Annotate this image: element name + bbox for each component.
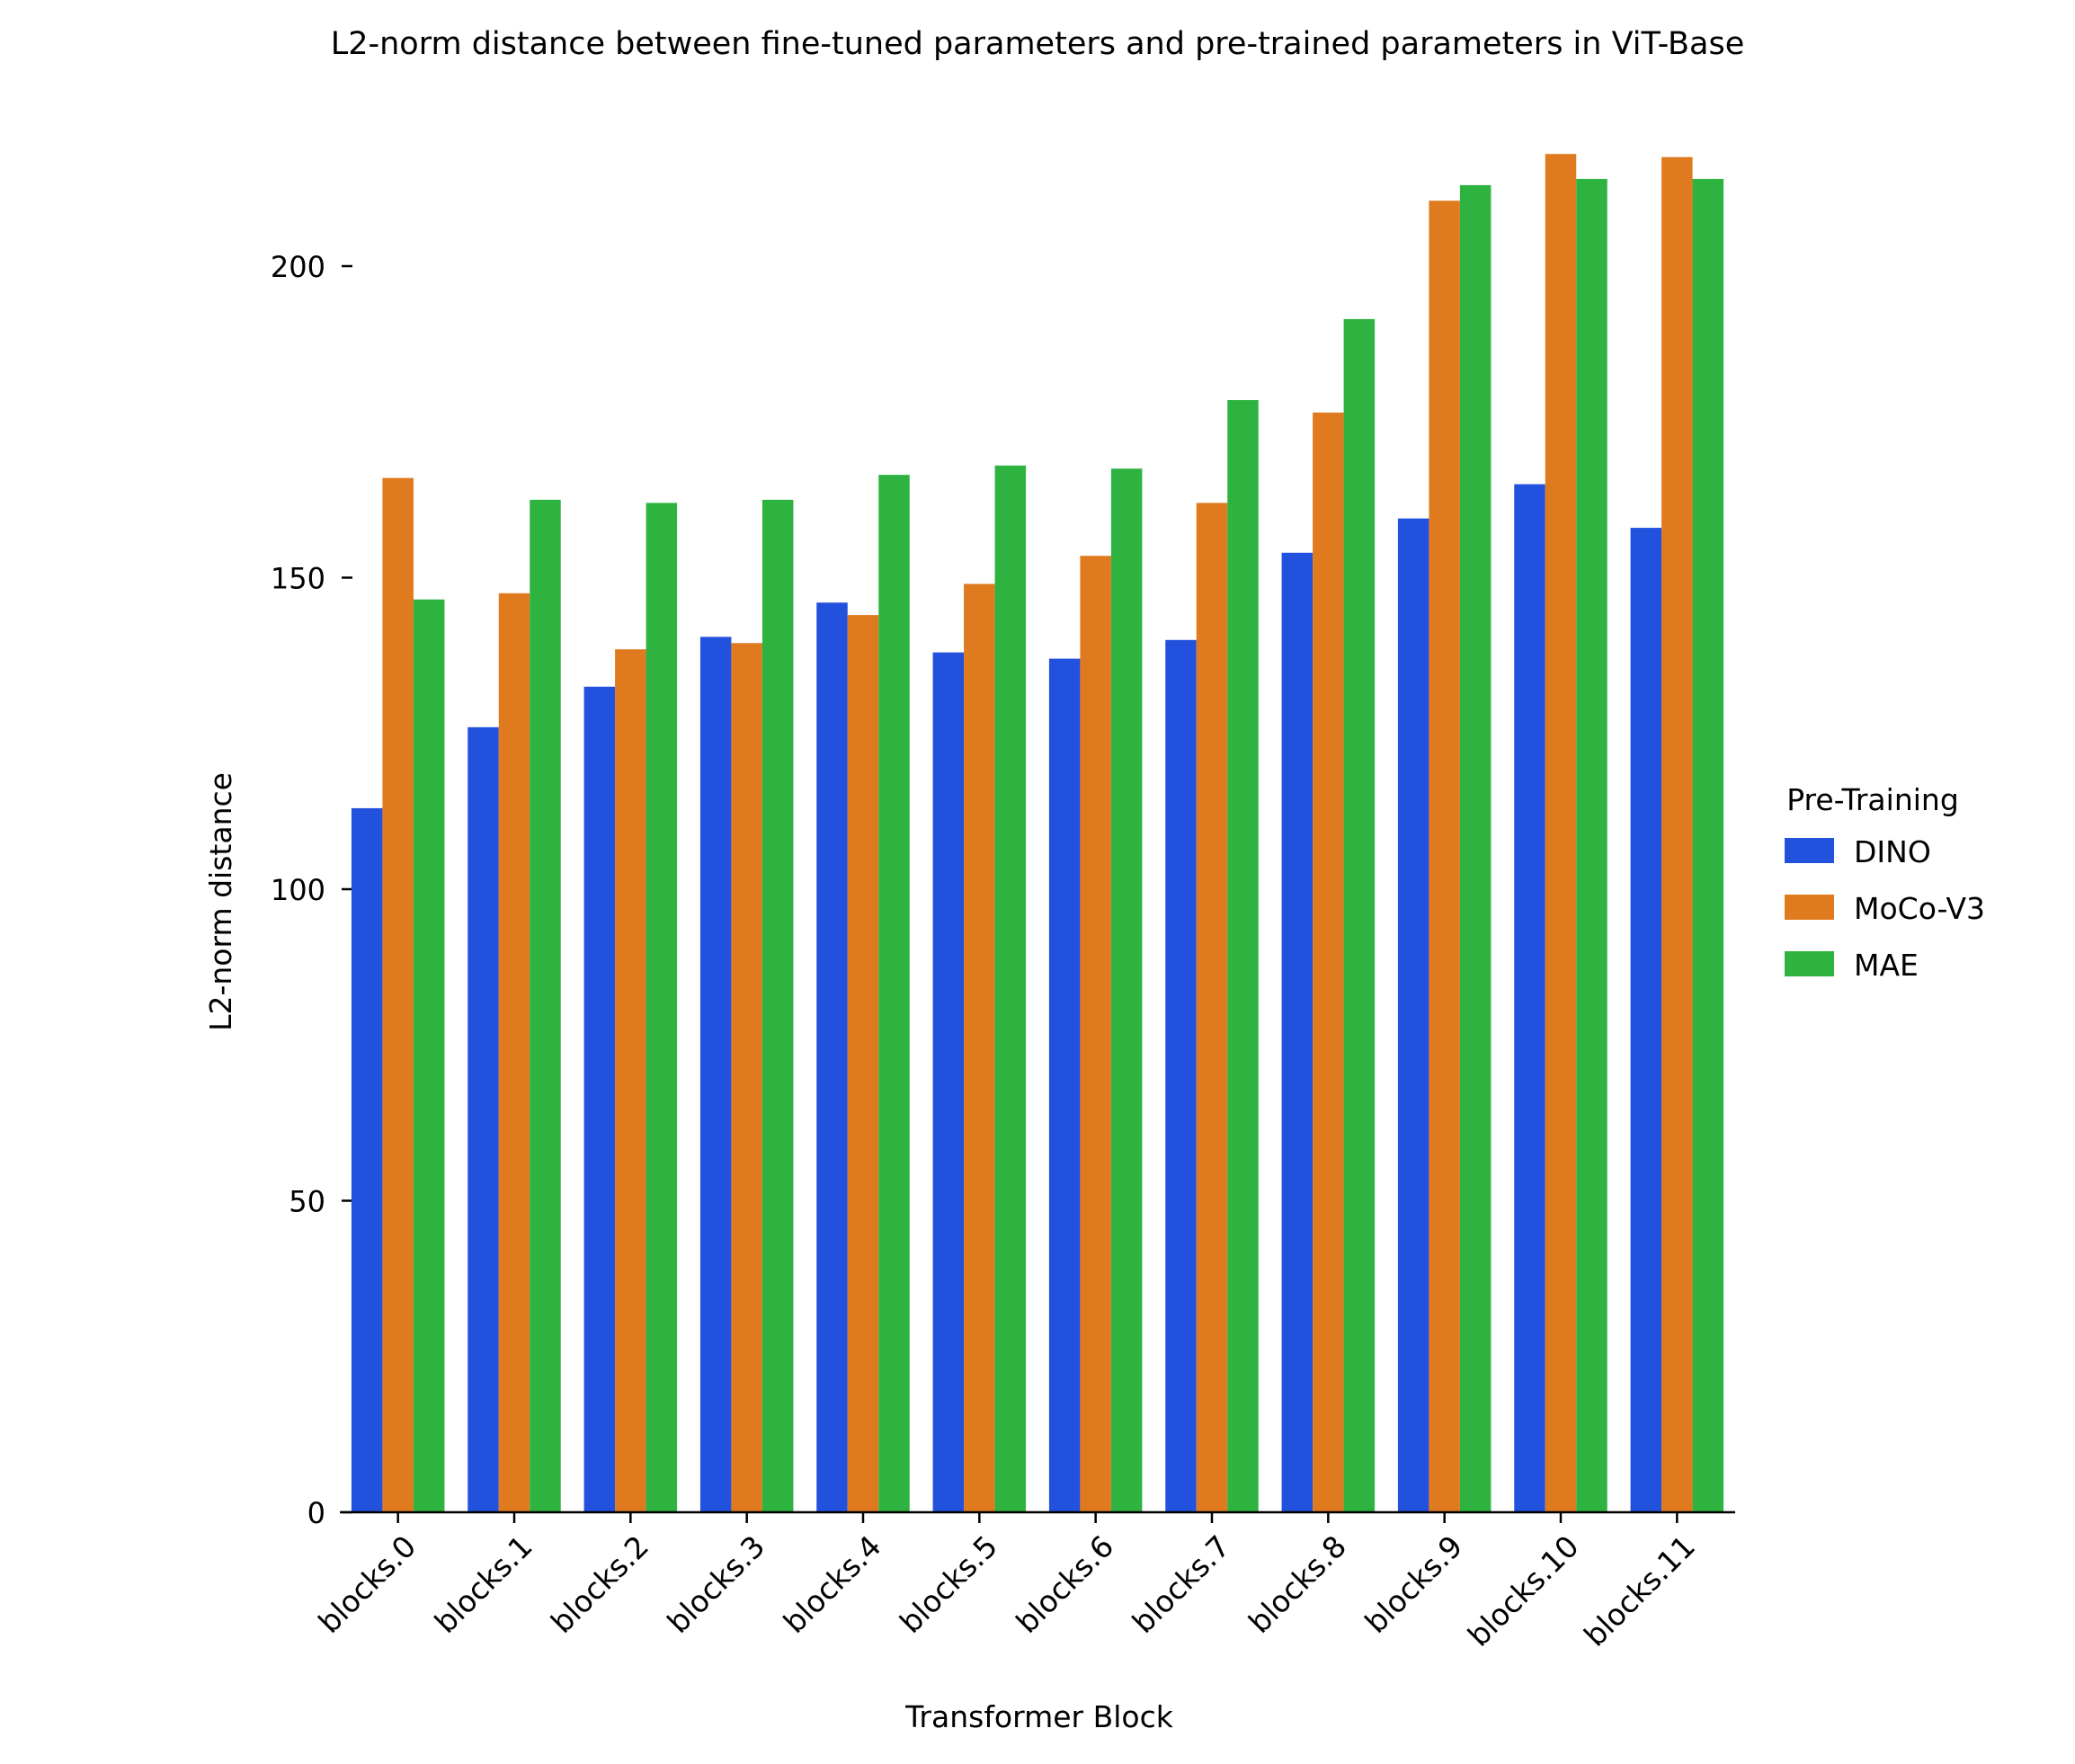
x-tick-label: blocks.4	[777, 1528, 888, 1640]
bar-dino-blocks.1	[468, 726, 499, 1512]
bar-dino-blocks.2	[583, 686, 616, 1512]
x-tick-label: blocks.1	[428, 1528, 539, 1640]
bar-mae-blocks.9	[1459, 184, 1492, 1512]
bar-moco-v3-blocks.3	[731, 643, 762, 1512]
bar-dino-blocks.6	[1048, 658, 1081, 1512]
y-tick-label: 0	[307, 1496, 325, 1530]
x-tick-label: blocks.7	[1126, 1528, 1237, 1640]
x-tick-label: blocks.11	[1577, 1528, 1702, 1653]
bar-mae-blocks.1	[530, 499, 561, 1512]
bar-moco-v3-blocks.5	[964, 584, 995, 1513]
bar-dino-blocks.10	[1514, 484, 1545, 1512]
bar-moco-v3-blocks.8	[1313, 412, 1344, 1513]
bar-mae-blocks.11	[1692, 178, 1724, 1513]
bar-dino-blocks.7	[1165, 639, 1197, 1512]
x-tick-label: blocks.9	[1358, 1528, 1469, 1640]
x-tick-label: blocks.5	[893, 1528, 1004, 1640]
x-tick-label: blocks.10	[1461, 1528, 1586, 1653]
bar-moco-v3-blocks.1	[498, 592, 530, 1512]
bar-dino-blocks.8	[1281, 552, 1314, 1512]
bar-moco-v3-blocks.7	[1196, 503, 1228, 1512]
bar-moco-v3-blocks.9	[1429, 200, 1460, 1513]
bar-moco-v3-blocks.2	[615, 649, 646, 1512]
y-axis-ticks: 0 50 100 150 200	[271, 250, 352, 1530]
legend-title: Pre-Training	[1786, 782, 1959, 817]
x-tick-label: blocks.2	[544, 1528, 655, 1640]
bar-dino-blocks.4	[816, 602, 848, 1512]
x-axis-label: Transformer Block	[904, 1699, 1174, 1734]
bar-moco-v3-blocks.4	[847, 615, 879, 1512]
bars	[351, 154, 1724, 1513]
legend-swatch-mae	[1785, 951, 1834, 976]
y-tick-label: 150	[271, 562, 325, 596]
y-tick-label: 50	[289, 1185, 325, 1219]
bar-mae-blocks.2	[646, 503, 678, 1512]
bar-dino-blocks.5	[932, 652, 965, 1512]
bar-mae-blocks.8	[1343, 318, 1376, 1512]
legend-label: MoCo-V3	[1854, 891, 1985, 926]
y-tick-label: 100	[271, 873, 325, 907]
legend-label: MAE	[1854, 948, 1919, 983]
bar-moco-v3-blocks.6	[1080, 556, 1111, 1512]
bar-mae-blocks.7	[1227, 399, 1259, 1512]
x-axis-ticks: blocks.0 blocks.1 blocks.2 blocks.3 blocks.4…	[311, 1512, 1702, 1653]
chart-title: L2-norm distance between fine-tuned para…	[331, 26, 1745, 62]
bar-mae-blocks.10	[1576, 178, 1607, 1513]
bar-mae-blocks.4	[878, 475, 910, 1512]
bar-dino-blocks.0	[351, 807, 383, 1512]
bar-mae-blocks.6	[1110, 468, 1143, 1512]
legend-swatch-moco-v3	[1785, 895, 1834, 920]
bar-mae-blocks.5	[994, 465, 1027, 1512]
bar-moco-v3-blocks.0	[382, 477, 414, 1512]
legend-swatch-dino	[1785, 838, 1834, 863]
legend: Pre-Training DINO MoCo-V3 MAE	[1785, 782, 1985, 983]
y-axis-label: L2-norm distance	[203, 772, 238, 1031]
bar-mae-blocks.0	[413, 599, 445, 1512]
x-tick-label: blocks.0	[311, 1528, 423, 1640]
bar-mae-blocks.3	[761, 499, 794, 1512]
x-tick-label: blocks.8	[1242, 1528, 1353, 1640]
x-tick-label: blocks.3	[660, 1528, 771, 1640]
bar-dino-blocks.9	[1397, 518, 1429, 1512]
bar-moco-v3-blocks.11	[1661, 156, 1693, 1513]
bar-dino-blocks.11	[1630, 528, 1662, 1512]
bar-dino-blocks.3	[699, 637, 732, 1512]
y-tick-label: 200	[271, 250, 325, 284]
legend-label: DINO	[1854, 834, 1931, 869]
x-tick-label: blocks.6	[1009, 1528, 1120, 1640]
bar-moco-v3-blocks.10	[1545, 154, 1577, 1512]
